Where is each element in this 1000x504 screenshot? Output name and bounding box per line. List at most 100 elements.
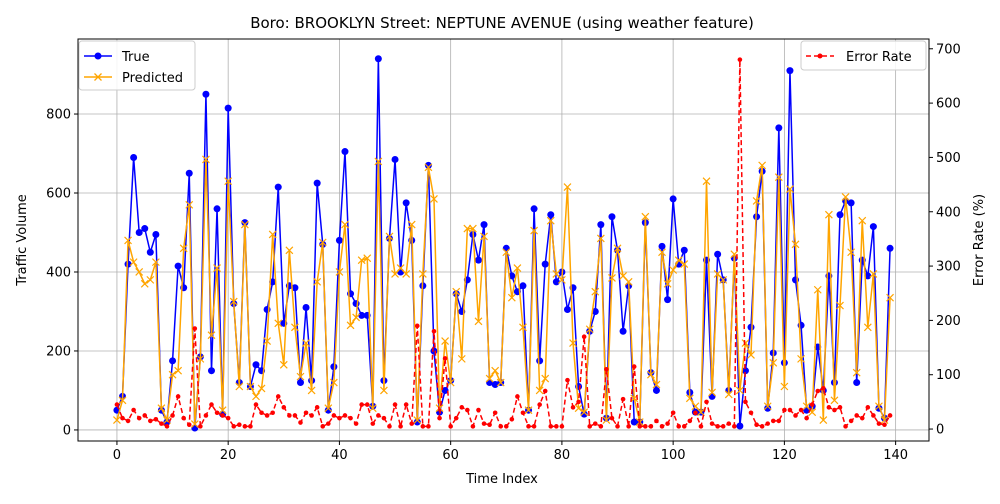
series-error-rate-point: [114, 402, 120, 407]
series-true-point: [664, 296, 672, 304]
series-error-rate-point: [220, 413, 225, 418]
series-error-rate-point: [604, 366, 609, 372]
series-true-point: [591, 307, 599, 315]
series-error-rate-point: [821, 386, 826, 391]
legend-left: True Predicted: [78, 40, 196, 91]
series-predicted-point: [513, 264, 522, 272]
series-error-rate-point: [131, 407, 136, 413]
series-error-rate-point: [609, 415, 615, 421]
series-true-point: [853, 379, 861, 387]
series-error-rate-point: [403, 402, 409, 407]
series-predicted-point: [274, 319, 283, 328]
series-predicted-point: [246, 382, 255, 391]
series-predicted-point: [719, 275, 728, 284]
x-tick-label: 20: [220, 448, 237, 463]
series-true-point: [847, 199, 855, 207]
series-error-rate-point: [181, 415, 186, 421]
series-error-rate-point: [648, 424, 654, 429]
series-error-rate-point: [292, 413, 298, 418]
series-error-rate-point: [237, 422, 242, 428]
series-predicted-point: [385, 232, 394, 241]
series-true-point: [152, 230, 160, 238]
series-predicted-point: [302, 339, 310, 347]
series-true-point: [141, 225, 149, 233]
series-error-rate-point: [348, 415, 353, 421]
series-predicted-point: [613, 244, 622, 253]
series-predicted-point: [541, 374, 550, 383]
series-error-rate-point: [309, 413, 314, 418]
series-error-rate-point: [465, 407, 470, 413]
series-true-point: [747, 323, 755, 331]
y2-tick-label: 500: [936, 151, 961, 166]
series-predicted-point: [407, 220, 416, 229]
series-true-point: [352, 300, 360, 308]
series-true-point: [886, 244, 894, 252]
plot-frame: [77, 38, 930, 442]
y2-axis-label: Error Rate (%): [972, 194, 987, 286]
series-true-point: [669, 195, 677, 203]
series-true-point: [519, 282, 527, 290]
series-predicted-point: [268, 230, 277, 239]
series-predicted-point: [557, 275, 566, 284]
series-error-rate-point: [198, 424, 203, 429]
series-predicted-point: [335, 268, 344, 276]
series-error-rate-point: [765, 421, 770, 426]
y2-tick-label: 700: [936, 42, 961, 57]
series-error-rate-point: [809, 402, 815, 407]
series-error-rate-point: [142, 413, 148, 418]
series-predicted-point: [307, 386, 316, 395]
x-tick-label: 40: [331, 448, 348, 463]
series-predicted-point: [140, 279, 149, 288]
series-predicted-point: [774, 173, 783, 182]
series-true-point: [530, 205, 538, 213]
series-predicted-point: [135, 268, 144, 276]
series-error-rate-point: [242, 424, 248, 429]
series-error-rate-point: [125, 418, 131, 424]
series-predicted-point: [218, 406, 227, 415]
series-error-rate-point: [498, 424, 504, 429]
series-predicted-point: [368, 404, 377, 413]
series-error-rate-point: [620, 396, 626, 402]
series-predicted-point: [296, 372, 305, 381]
series-error-rate-point: [754, 422, 759, 428]
series-error-rate-point: [559, 424, 565, 429]
series-predicted-point: [702, 177, 711, 186]
series-error-rate-point: [542, 388, 548, 394]
series-predicted-point: [402, 270, 411, 278]
series-predicted-point: [791, 240, 800, 249]
series-error-rate-point: [704, 399, 709, 405]
series-predicted-point: [530, 226, 539, 235]
y2-tick-label: 200: [936, 314, 961, 329]
series-true-point: [130, 153, 138, 161]
series-error-rate-point: [214, 410, 220, 416]
series-predicted-point: [491, 366, 500, 375]
series-error-rate-point: [626, 424, 631, 429]
series-true-point: [402, 199, 410, 207]
series-predicted-point: [413, 416, 422, 424]
series-true-point: [241, 219, 249, 227]
y-tick-label: 800: [46, 108, 71, 123]
series-error-rate-point: [381, 415, 387, 421]
series-error-rate-point: [859, 415, 865, 421]
series-predicted-point: [341, 220, 349, 229]
series-true-point: [291, 284, 299, 292]
series-error-rate-point: [136, 415, 142, 421]
series-true-point: [191, 424, 199, 432]
y2-tick-label: 100: [936, 368, 961, 383]
series-true-point: [146, 248, 154, 256]
chart-title: Boro: BROOKLYN Street: NEPTUNE AVENUE (u…: [250, 14, 754, 32]
series-predicted-point: [841, 193, 850, 201]
x-tick-label: 120: [772, 448, 797, 463]
series-true-point: [302, 304, 310, 312]
series-error-rate-point: [437, 415, 442, 421]
series-error-rate-point: [520, 410, 526, 416]
series-predicted-point: [519, 323, 527, 332]
series-true-point: [597, 221, 605, 229]
series-error-rate-point: [209, 402, 214, 407]
series-error-rate-point: [331, 413, 337, 418]
series-error-rate-point: [548, 424, 554, 429]
series-error-rate-point: [459, 405, 465, 410]
series-error-rate-point: [743, 399, 748, 405]
series-error-rate-point: [314, 405, 320, 410]
series-predicted-point: [858, 216, 867, 225]
